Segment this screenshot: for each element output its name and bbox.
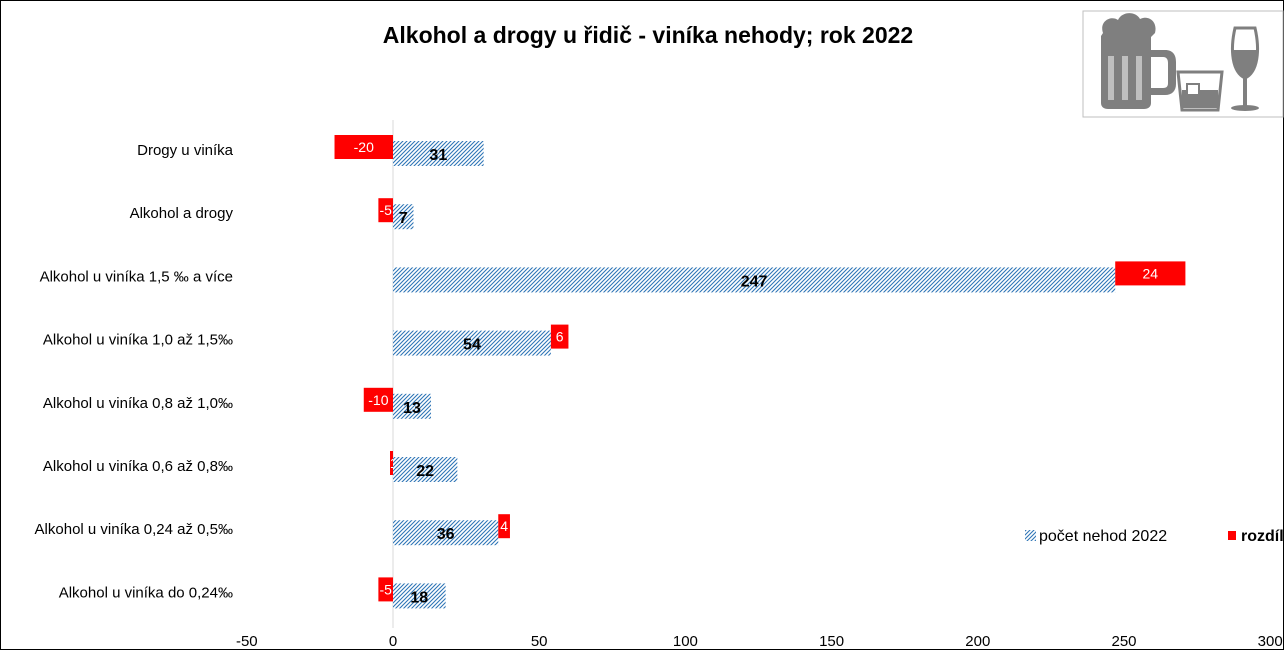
legend: počet nehod 2022 rozdíl	[1025, 528, 1284, 545]
diff-value-label: 4	[500, 518, 508, 534]
bar-pocet-nehod	[393, 204, 414, 230]
category-label: Drogy u viníka	[137, 142, 234, 159]
bar-rozdil	[390, 451, 393, 475]
x-tick-label: 50	[531, 633, 548, 650]
category-labels: Drogy u viníka Alkohol a drogy Alkohol u v…	[35, 142, 234, 601]
legend-swatch-rozdil	[1228, 531, 1236, 540]
legend-label-rozdil: rozdíl	[1241, 528, 1284, 545]
wine-glass-icon	[1231, 26, 1259, 111]
bar-pocet-nehod	[393, 141, 484, 166]
x-tick-label: 100	[673, 633, 698, 650]
x-tick-label: -50	[236, 633, 258, 650]
legend-swatch-pocet-nehod	[1025, 530, 1036, 541]
x-tick-label: 300	[1258, 633, 1283, 650]
bar-rozdil	[334, 135, 393, 159]
bar-pocet-nehod	[393, 267, 1116, 293]
bar-rozdil	[550, 324, 569, 349]
category-label: Alkohol u viníka 0,24 až 0,5‰	[35, 521, 233, 538]
bar-value-label: 18	[410, 589, 428, 606]
bar-rozdil	[498, 514, 510, 539]
category-label: Alkohol u viníka 1,5 ‰ a více	[40, 268, 233, 285]
bar-rozdil	[363, 387, 393, 412]
x-axis: -50 0 50 100 150 200 250 300	[236, 633, 1283, 650]
x-tick-label: 150	[819, 633, 844, 650]
chart-title: Alkohol a drogy u řidič - viníka nehody;…	[382, 22, 914, 48]
bar-value-label: 7	[399, 210, 408, 227]
beer-mug-icon	[1101, 13, 1176, 109]
legend-label-pocet-nehod: počet nehod 2022	[1039, 528, 1167, 545]
category-label: Alkohol u viníka 0,6 až 0,8‰	[43, 458, 233, 475]
category-label: Alkohol u viníka 0,8 až 1,0‰	[43, 395, 233, 412]
bar-pocet-nehod	[393, 330, 551, 356]
diff-value-label: -10	[368, 392, 388, 408]
category-label: Alkohol a drogy	[130, 205, 234, 222]
x-tick-label: 250	[1111, 633, 1136, 650]
bar-value-label: 31	[429, 147, 447, 164]
bar-value-label: 36	[437, 526, 455, 543]
bar-value-label: 13	[403, 400, 421, 417]
diff-value-label: 6	[556, 329, 564, 345]
whiskey-glass-icon	[1176, 70, 1224, 112]
diff-value-label: -1	[385, 455, 398, 471]
x-tick-label: 0	[389, 633, 397, 650]
drinks-decoration-icon	[1082, 10, 1284, 118]
category-label: Alkohol u viníka do 0,24‰	[59, 584, 233, 601]
bar-rozdil	[1115, 261, 1186, 286]
bar-pocet-nehod	[393, 393, 432, 419]
x-tick-label: 200	[965, 633, 990, 650]
diff-value-label: -5	[379, 581, 392, 597]
bar-value-label: 22	[416, 463, 434, 480]
bar-rozdil	[378, 577, 393, 602]
diff-value-label: -5	[379, 202, 392, 218]
category-label: Alkohol u viníka 1,0 až 1,5‰	[43, 332, 233, 349]
bar-value-label: 54	[463, 337, 481, 354]
bar-rozdil	[378, 198, 393, 223]
bar-pocet-nehod	[393, 457, 458, 482]
bar-pocet-nehod	[393, 520, 499, 546]
bars: 31 -20 7 -5 247 24 54 6 13 -10 22 -1 36 4 18 -5	[334, 135, 1186, 609]
bar-value-label: 247	[741, 273, 768, 290]
bar-pocet-nehod	[393, 583, 446, 609]
diff-value-label: 24	[1143, 265, 1159, 281]
diff-value-label: -20	[354, 139, 374, 155]
